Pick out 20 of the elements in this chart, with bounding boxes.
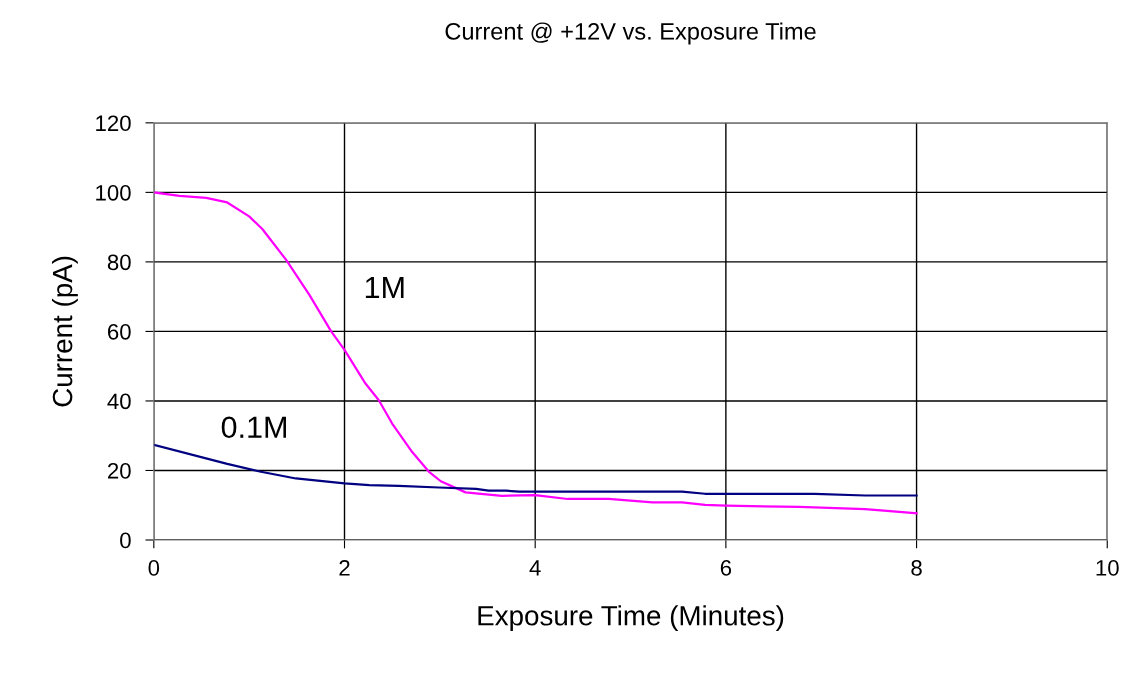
- x-tick-label: 2: [339, 560, 350, 576]
- x-tick-label: 6: [720, 560, 732, 576]
- x-axis-title: Exposure Time (Minutes): [478, 605, 784, 632]
- y-tick-label: 0: [120, 532, 131, 549]
- line-series: [153, 191, 918, 515]
- y-tick-label: 120: [96, 115, 131, 132]
- y-tick-label: 60: [108, 323, 131, 340]
- x-tick-label: 0: [148, 560, 160, 576]
- y-tick-label: 40: [107, 393, 131, 410]
- y-tick-label: 100: [96, 184, 131, 201]
- chart-title: Current @ +12V vs. Exposure Time: [445, 22, 816, 45]
- y-axis-title: Current (pA): [51, 256, 78, 407]
- y-tick-label: 80: [107, 254, 131, 271]
- y-tick-label: 20: [108, 463, 131, 479]
- x-tick-label: 8: [911, 560, 922, 576]
- series-label: 0.1M: [221, 416, 286, 439]
- line-series: [153, 443, 918, 497]
- series-label: 1M: [365, 277, 404, 299]
- x-tick-label: 10: [1096, 560, 1119, 576]
- x-tick-label: 4: [529, 560, 541, 576]
